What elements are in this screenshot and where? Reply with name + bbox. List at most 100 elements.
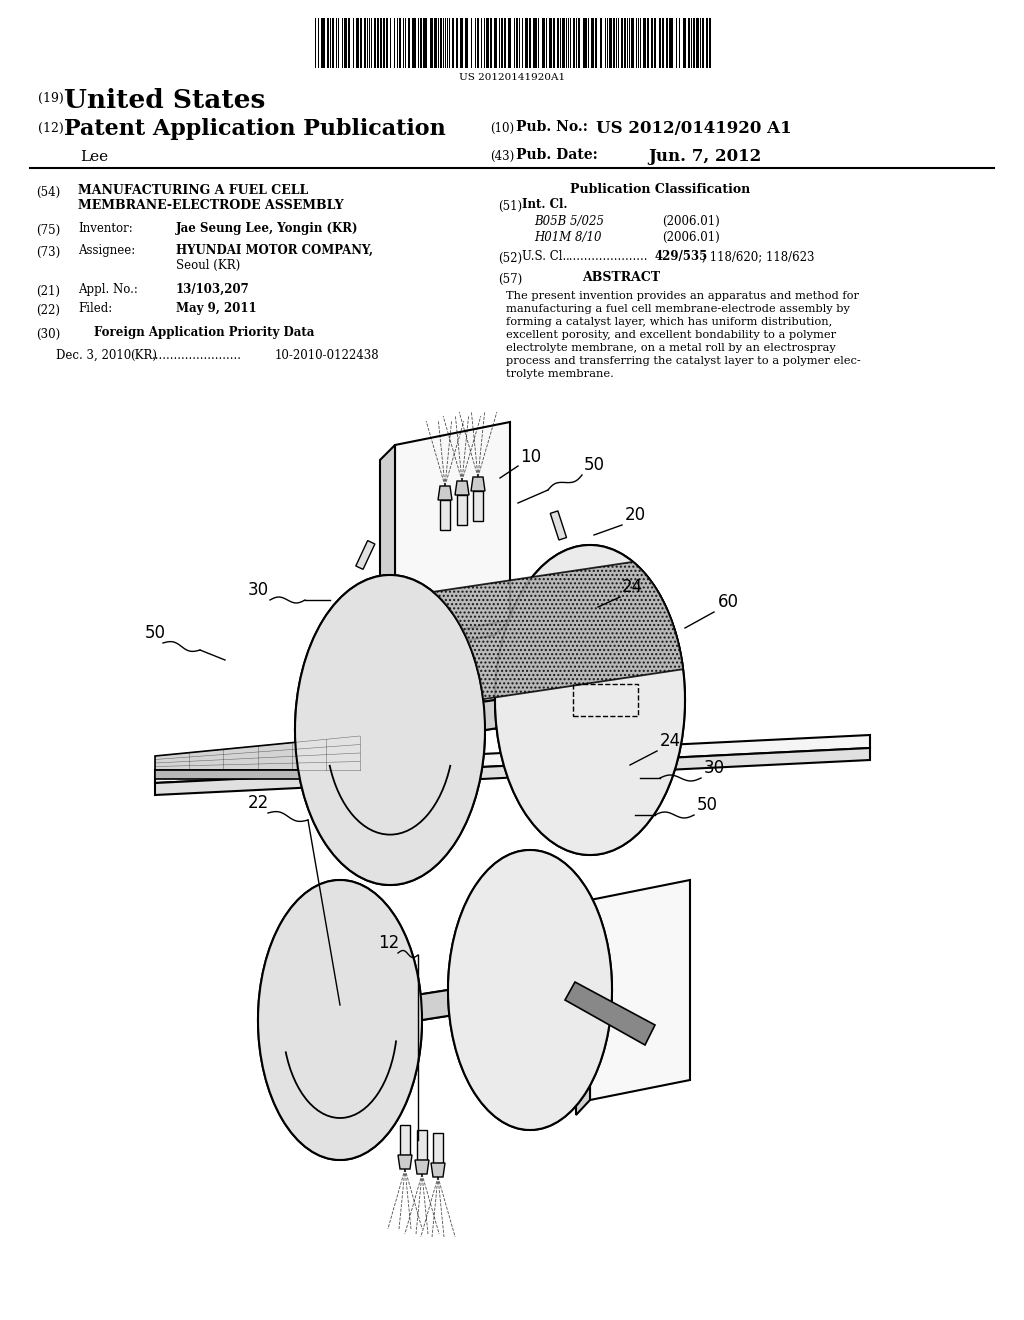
Ellipse shape xyxy=(295,576,485,884)
Bar xyxy=(654,18,656,69)
Text: 10-2010-0122438: 10-2010-0122438 xyxy=(275,348,380,362)
Bar xyxy=(477,18,479,69)
Text: 24: 24 xyxy=(660,733,681,750)
Polygon shape xyxy=(415,1160,429,1173)
Bar xyxy=(624,18,626,69)
Text: MANUFACTURING A FUEL CELL: MANUFACTURING A FUEL CELL xyxy=(78,183,308,197)
Polygon shape xyxy=(455,480,469,495)
Bar xyxy=(553,18,555,69)
Bar xyxy=(666,18,668,69)
Text: (21): (21) xyxy=(36,285,60,298)
Polygon shape xyxy=(380,620,510,657)
Text: May 9, 2011: May 9, 2011 xyxy=(176,302,257,315)
Bar xyxy=(578,18,580,69)
Bar xyxy=(573,18,575,69)
Ellipse shape xyxy=(258,880,422,1160)
Text: electrolyte membrane, on a metal roll by an electrospray: electrolyte membrane, on a metal roll by… xyxy=(506,343,836,352)
Text: 22: 22 xyxy=(248,795,269,812)
Bar xyxy=(573,684,638,715)
Text: (KR): (KR) xyxy=(130,348,157,362)
Bar xyxy=(702,18,705,69)
Bar xyxy=(529,18,531,69)
Bar xyxy=(457,495,467,525)
Text: Inventor:: Inventor: xyxy=(78,222,133,235)
Text: (2006.01): (2006.01) xyxy=(662,231,720,244)
Bar xyxy=(473,491,483,521)
Polygon shape xyxy=(258,850,612,1020)
Bar xyxy=(494,18,497,69)
Text: 10: 10 xyxy=(520,447,541,466)
Polygon shape xyxy=(155,770,360,779)
Bar xyxy=(417,1130,427,1160)
Bar xyxy=(374,18,376,69)
Bar xyxy=(420,18,422,69)
Polygon shape xyxy=(438,486,452,500)
Polygon shape xyxy=(398,1155,412,1170)
Text: manufacturing a fuel cell membrane-electrode assembly by: manufacturing a fuel cell membrane-elect… xyxy=(506,304,850,314)
Text: MEMBRANE-ELECTRODE ASSEMBLY: MEMBRANE-ELECTRODE ASSEMBLY xyxy=(78,199,344,213)
Text: Pub. No.:: Pub. No.: xyxy=(516,120,588,135)
Text: (43): (43) xyxy=(490,150,514,162)
Polygon shape xyxy=(471,477,485,491)
Text: 13/103,207: 13/103,207 xyxy=(176,282,250,296)
Text: 50: 50 xyxy=(145,624,166,642)
Text: US 20120141920A1: US 20120141920A1 xyxy=(459,73,565,82)
Polygon shape xyxy=(395,422,510,643)
Bar xyxy=(465,18,468,69)
Polygon shape xyxy=(155,748,870,795)
Text: Assignee:: Assignee: xyxy=(78,244,135,257)
Bar xyxy=(412,18,416,69)
Bar xyxy=(386,18,388,69)
Text: (19): (19) xyxy=(38,92,63,106)
Bar xyxy=(696,18,699,69)
Text: U.S. Cl.: U.S. Cl. xyxy=(522,249,566,263)
Text: Filed:: Filed: xyxy=(78,302,113,315)
Text: US 2012/0141920 A1: US 2012/0141920 A1 xyxy=(596,120,792,137)
Text: 30: 30 xyxy=(705,759,725,777)
Text: (12): (12) xyxy=(38,121,63,135)
Bar xyxy=(562,18,565,69)
Text: Dec. 3, 2010: Dec. 3, 2010 xyxy=(56,348,131,362)
Text: ........................: ........................ xyxy=(152,348,242,362)
Ellipse shape xyxy=(449,850,612,1130)
Polygon shape xyxy=(258,990,612,1160)
Bar xyxy=(430,18,433,69)
Polygon shape xyxy=(155,737,360,770)
Bar xyxy=(408,18,410,69)
Bar xyxy=(688,18,690,69)
Bar xyxy=(609,18,612,69)
Polygon shape xyxy=(433,562,683,700)
Bar xyxy=(542,18,545,69)
Bar xyxy=(659,18,662,69)
Bar xyxy=(683,18,686,69)
Bar xyxy=(550,511,566,540)
Text: process and transferring the catalyst layer to a polymer elec-: process and transferring the catalyst la… xyxy=(506,356,861,366)
Bar xyxy=(344,18,347,69)
Bar xyxy=(595,18,597,69)
Text: Appl. No.:: Appl. No.: xyxy=(78,282,138,296)
Polygon shape xyxy=(295,545,685,730)
Bar xyxy=(434,18,437,69)
Text: HYUNDAI MOTOR COMPANY,: HYUNDAI MOTOR COMPANY, xyxy=(176,244,373,257)
Text: 24: 24 xyxy=(622,578,643,597)
Text: (51): (51) xyxy=(498,201,522,213)
Bar xyxy=(647,18,649,69)
Polygon shape xyxy=(295,700,685,884)
Bar xyxy=(440,18,442,69)
Bar xyxy=(321,18,325,69)
Bar xyxy=(486,18,489,69)
Text: United States: United States xyxy=(63,88,265,114)
Text: 50: 50 xyxy=(697,796,718,814)
Bar xyxy=(380,18,382,69)
Text: ......................: ...................... xyxy=(566,249,648,263)
Polygon shape xyxy=(565,982,655,1045)
Bar xyxy=(613,18,615,69)
Bar xyxy=(433,1133,443,1163)
Bar xyxy=(549,18,552,69)
Bar xyxy=(621,18,623,69)
Text: 20: 20 xyxy=(625,506,646,524)
Text: Int. Cl.: Int. Cl. xyxy=(522,198,567,211)
Bar xyxy=(583,18,587,69)
Text: ; 118/620; 118/623: ; 118/620; 118/623 xyxy=(702,249,814,263)
Bar xyxy=(440,500,450,531)
